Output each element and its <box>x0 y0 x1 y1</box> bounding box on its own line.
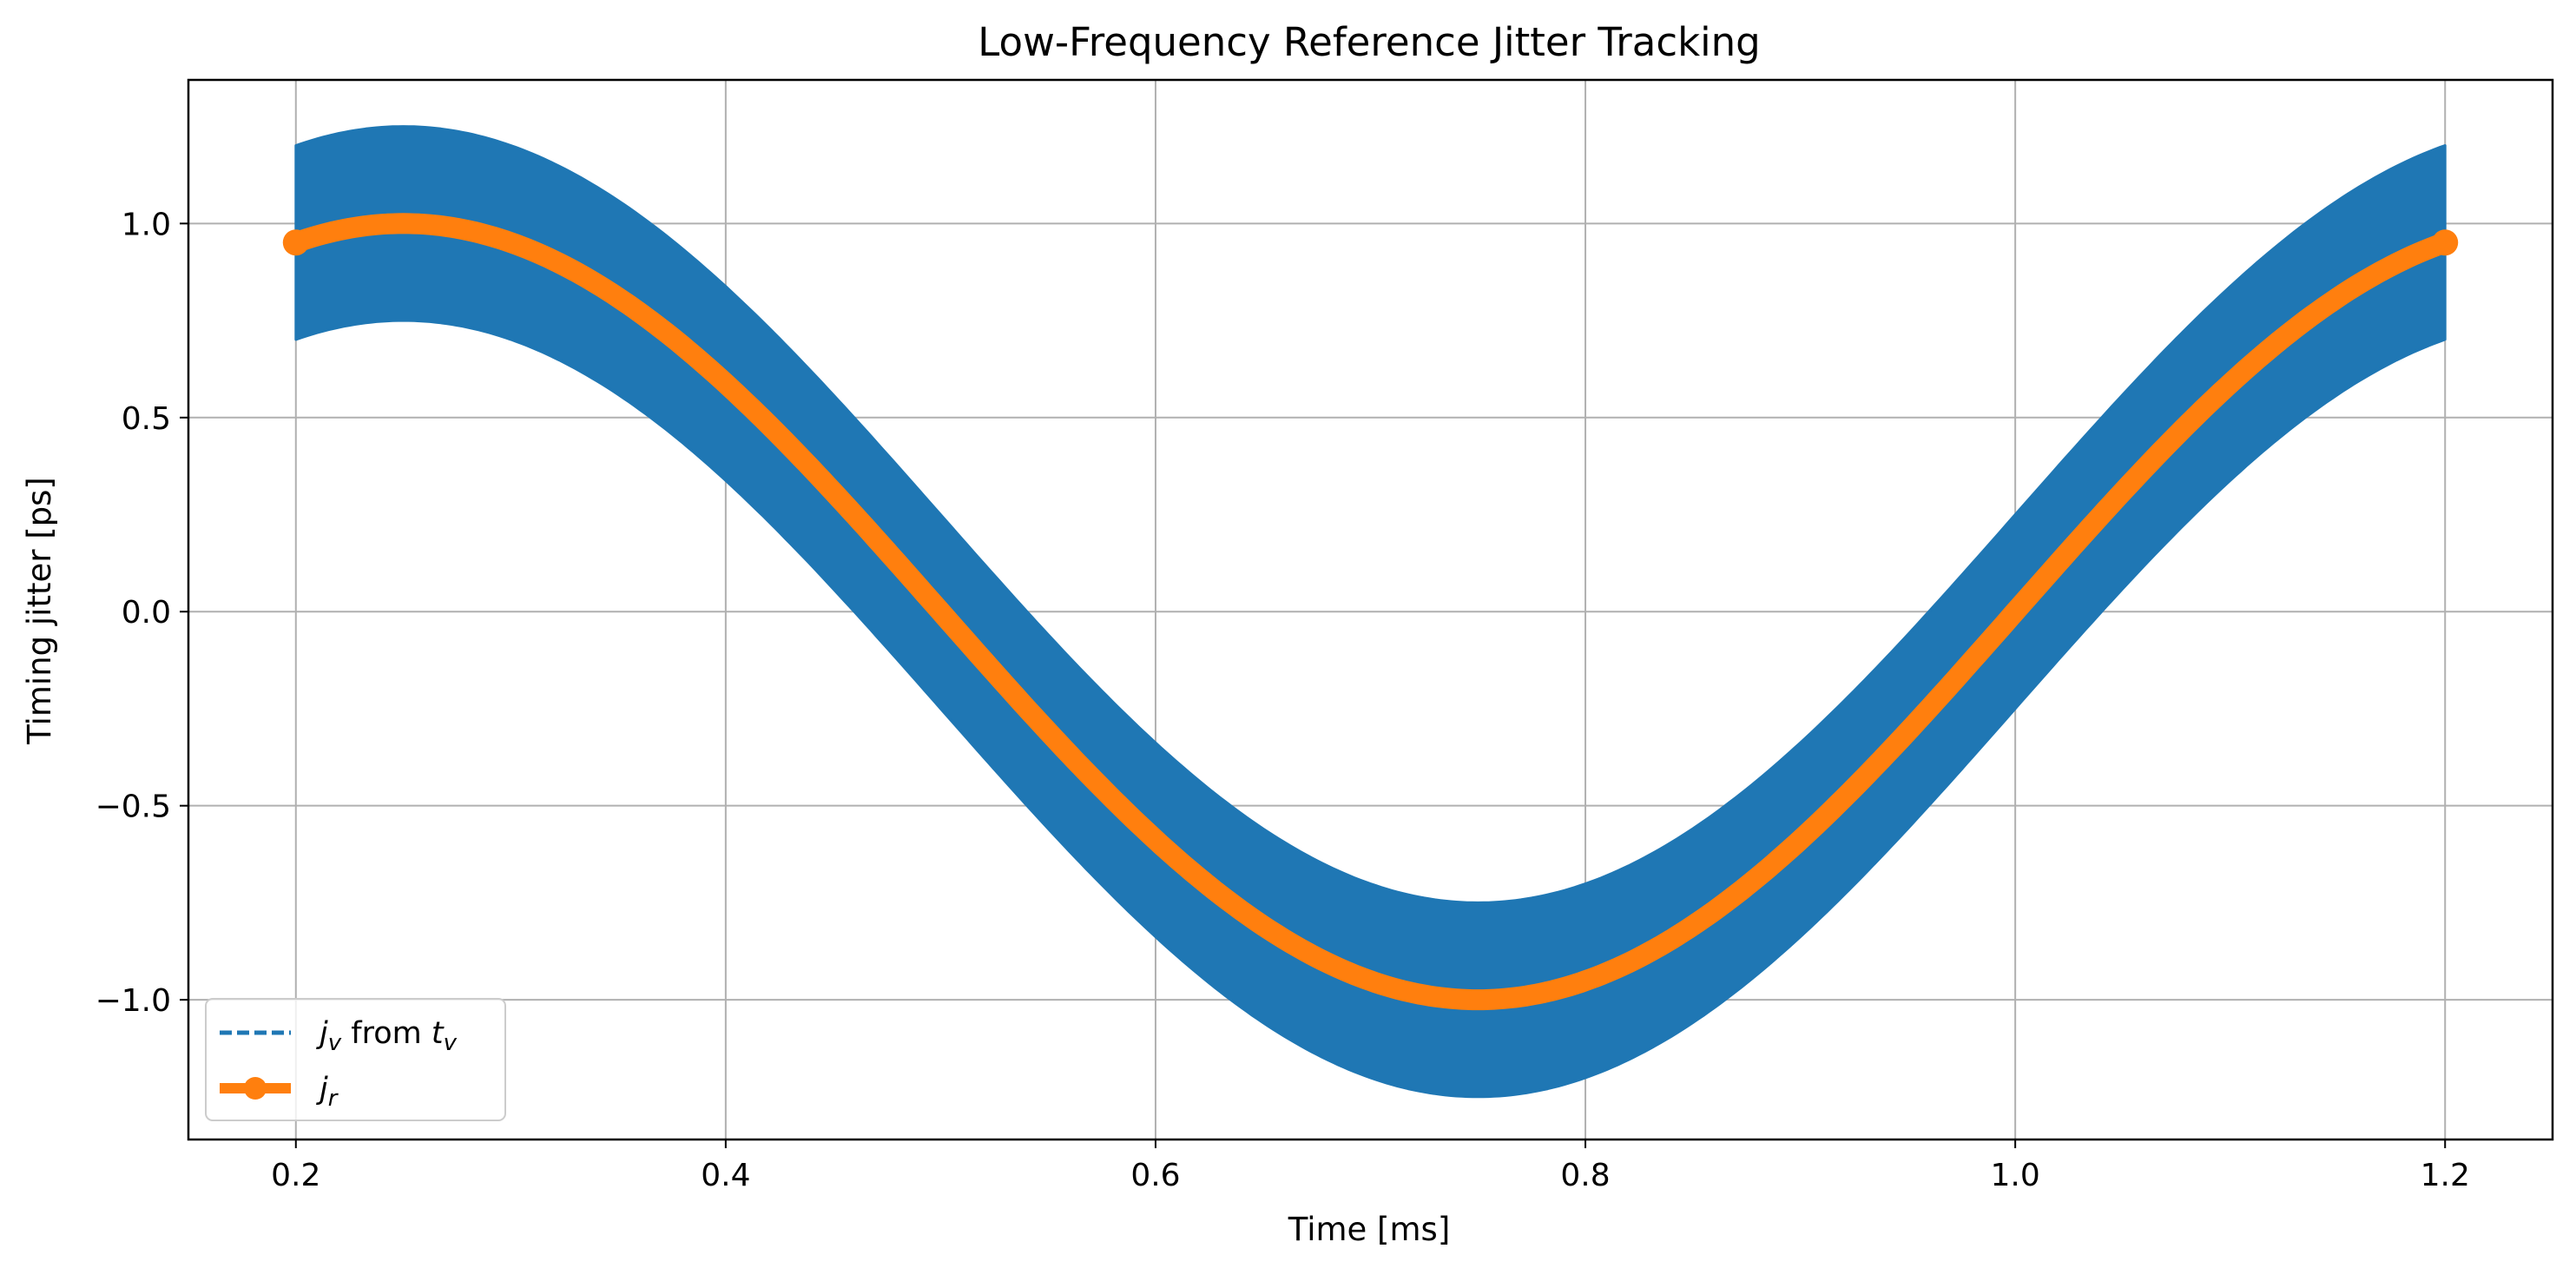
y-tick-label: −0.5 <box>96 789 171 825</box>
x-tick-label: 0.6 <box>1130 1158 1180 1193</box>
legend-label-jr: jr <box>316 1072 339 1112</box>
legend-label-jv: jv from tv <box>316 1016 458 1056</box>
series-jr-line <box>282 213 2459 1011</box>
y-tick-label: 0.5 <box>122 401 171 437</box>
chart-title: Low-Frequency Reference Jitter Tracking <box>978 19 1760 65</box>
axis-ticks: 0.2 0.4 0.6 0.8 1.0 1.2 −1.0 −0.5 0.0 0.5 1.0 <box>96 207 2470 1193</box>
legend: jv from tv jr <box>205 998 506 1121</box>
x-axis-title: Time [ms] <box>1288 1211 1451 1248</box>
x-tick-label: 1.0 <box>1991 1158 2040 1193</box>
x-tick-label: 1.2 <box>2421 1158 2470 1193</box>
y-tick-label: 0.0 <box>122 595 171 631</box>
plot-frame <box>187 78 2554 1141</box>
x-tick-label: 0.2 <box>271 1158 320 1193</box>
y-tick-label: −1.0 <box>96 983 171 1019</box>
x-tick-label: 0.8 <box>1560 1158 1610 1193</box>
y-axis-title: Timing jitter [ps] <box>21 477 58 745</box>
jr-marker <box>2432 229 2459 256</box>
jr-marker <box>282 229 309 256</box>
legend-marker-jr <box>244 1077 267 1100</box>
x-tick-label: 0.4 <box>701 1158 750 1193</box>
y-tick-label: 1.0 <box>122 207 171 242</box>
jr-line <box>285 213 2456 1011</box>
